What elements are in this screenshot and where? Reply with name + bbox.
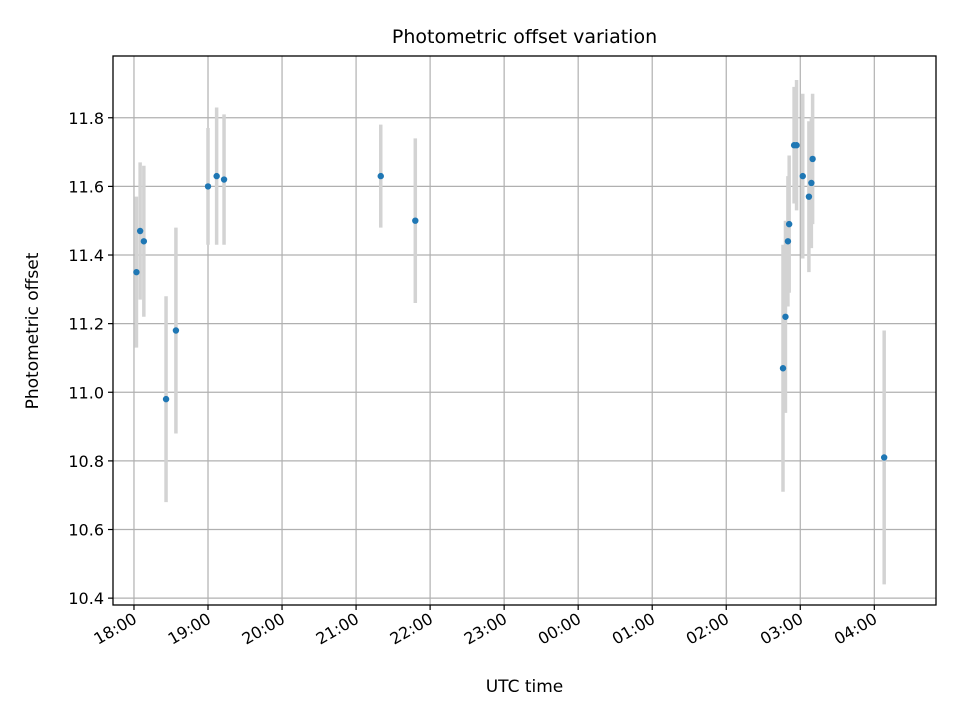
data-point — [377, 172, 384, 180]
y-tick-label: 10.8 — [68, 452, 104, 471]
y-tick-label: 11.4 — [68, 246, 104, 265]
y-tick-label: 10.6 — [68, 521, 104, 540]
data-point — [779, 365, 787, 372]
data-point — [785, 220, 793, 228]
data-point — [204, 183, 212, 190]
data-point — [784, 238, 792, 245]
data-point — [793, 142, 800, 149]
plot-frame — [112, 55, 937, 606]
y-axis-label: Photometric offset — [23, 252, 43, 409]
data-point — [162, 395, 170, 403]
data-point — [140, 238, 148, 245]
data-point — [412, 217, 419, 224]
y-tick-label: 11.6 — [68, 177, 104, 196]
data-point — [799, 172, 806, 180]
y-tick-label: 11.2 — [68, 315, 104, 334]
data-point — [805, 193, 813, 200]
data-point — [172, 327, 180, 334]
data-point — [880, 454, 888, 461]
point-layer — [133, 142, 888, 461]
data-point — [782, 313, 789, 320]
data-point — [133, 268, 140, 276]
x-axis-label: UTC time — [486, 677, 564, 697]
y-tick-label: 11.0 — [68, 383, 104, 402]
data-point — [809, 155, 816, 163]
chart-title: Photometric offset variation — [392, 26, 657, 48]
data-point — [808, 179, 815, 187]
grid-layer — [113, 56, 936, 605]
y-tick-label: 11.8 — [68, 109, 104, 128]
data-point — [213, 172, 220, 180]
data-point — [220, 176, 228, 183]
y-tick-label: 10.4 — [68, 589, 104, 608]
data-point — [136, 227, 144, 235]
